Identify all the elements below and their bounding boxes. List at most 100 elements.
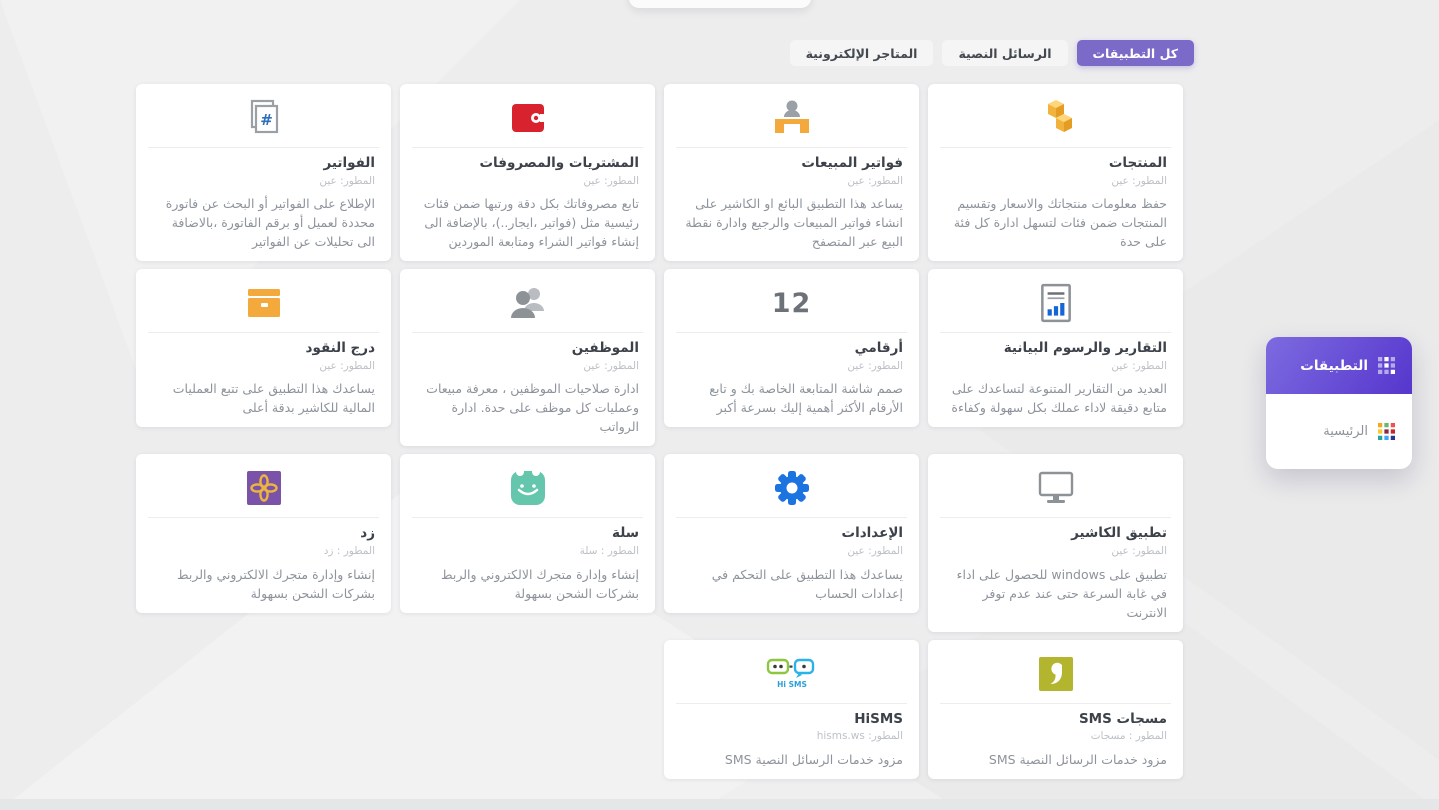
nav-item-home[interactable]: الرئيسية: [1266, 394, 1412, 469]
nav-applications-label: التطبيقات: [1300, 357, 1368, 374]
divider: [940, 332, 1171, 334]
app-description: إنشاء وإدارة متجرك الالكتروني والربط بشر…: [176, 566, 375, 601]
app-card-msegat-sms[interactable]: مسجات SMS المطور : مسجات مزود خدمات الرس…: [928, 639, 1183, 779]
app-description: إنشاء وإدارة متجرك الالكتروني والربط بشر…: [440, 566, 639, 601]
divider: [940, 147, 1171, 148]
app-description: يساعدك هذا التطبيق على التحكم في إعدادات…: [711, 566, 903, 601]
divider: [676, 332, 907, 334]
app-description: ادارة صلاحيات الموظفين ، معرفة مبيعات وع…: [426, 381, 639, 435]
app-card-sales-invoices[interactable]: فواتير المبيعات المطور: عين يساعد هذا ال…: [664, 84, 919, 262]
salla-icon: [400, 466, 655, 510]
divider: [940, 517, 1171, 519]
app-developer: المطور: عين: [1111, 544, 1167, 557]
divider: [676, 147, 907, 148]
divider: [412, 332, 643, 334]
app-title: تطبيق الكاشير: [1071, 525, 1167, 542]
app-developer: المطور: عين: [1111, 174, 1167, 187]
divider: [676, 702, 907, 704]
app-title: أرقامي: [854, 340, 903, 357]
app-card-settings[interactable]: الإعدادات المطور: عين يساعدك هذا التطبيق…: [664, 454, 919, 613]
msegat-icon: [928, 652, 1183, 696]
app-title: الموظفين: [571, 340, 639, 357]
svg-text:Hi SMS: Hi SMS: [777, 680, 807, 689]
floating-nav-panel: التطبيقات الرئيسية: [1266, 337, 1412, 469]
app-description: يساعدك هذا التطبيق على تتبع العمليات الم…: [172, 381, 375, 416]
divider: [676, 517, 907, 519]
gear-icon: [664, 466, 919, 510]
app-card-invoices[interactable]: # الفواتير المطور: عين الإطلاع على الفوا…: [136, 84, 391, 262]
app-title: فواتير المبيعات: [801, 155, 903, 171]
divider: [412, 517, 643, 519]
app-developer: المطور: hisms.ws: [816, 730, 903, 743]
app-developer: المطور: عين: [847, 174, 903, 187]
app-title: HiSMS: [854, 710, 903, 727]
app-card-hisms[interactable]: Hi SMS HiSMS المطور: hisms.ws مزود خدمات…: [664, 639, 919, 779]
app-card-cash-drawer[interactable]: درج النقود المطور: عين يساعدك هذا التطبي…: [136, 269, 391, 428]
app-description: مزود خدمات الرسائل النصية SMS: [988, 751, 1167, 767]
invoice-pages-icon: #: [136, 96, 391, 140]
app-title: مسجات SMS: [1078, 710, 1167, 727]
monitor-icon: [928, 466, 1183, 510]
app-developer: المطور : مسجات: [1090, 730, 1167, 743]
app-developer: المطور: عين: [319, 174, 375, 187]
wallet-icon: [400, 96, 655, 140]
app-description: حفظ معلومات منتجاتك والاسعار وتقسيم المن…: [953, 196, 1167, 250]
cashier-desk-icon: [664, 96, 919, 140]
app-title: المشتريات والمصروفات: [479, 155, 639, 171]
app-description: صمم شاشة المتابعة الخاصة بك و تابع الأرق…: [709, 381, 903, 416]
hisms-icon: Hi SMS: [664, 652, 919, 696]
tab-sms[interactable]: الرسائل النصية: [942, 40, 1068, 66]
app-title: الفواتير: [323, 155, 375, 171]
svg-text:#: #: [260, 111, 273, 129]
app-developer: المطور: عين: [319, 359, 375, 372]
app-developer: المطور: عين: [847, 544, 903, 557]
app-developer: المطور : زد: [323, 544, 375, 557]
app-card-zid[interactable]: زد المطور : زد إنشاء وإدارة متجرك الالكت…: [136, 454, 391, 613]
app-developer: المطور: عين: [583, 359, 639, 372]
divider: [148, 332, 379, 334]
nav-item-applications[interactable]: التطبيقات: [1266, 337, 1412, 394]
employees-icon: [400, 281, 655, 325]
app-description: تابع مصروفاتك بكل دقة ورتبها ضمن فئات رئ…: [423, 196, 639, 250]
divider: [148, 147, 379, 148]
app-title: المنتجات: [1108, 155, 1167, 171]
tab-all-apps[interactable]: كل التطبيقات: [1076, 40, 1194, 66]
app-title: الإعدادات: [841, 525, 903, 542]
home-colored-grid-icon: [1378, 423, 1395, 440]
app-description: الإطلاع على الفواتير أو البحث عن فاتورة …: [165, 196, 375, 250]
report-chart-icon: [928, 281, 1183, 325]
app-description: تطبيق على windows للحصول على اداء في غاب…: [956, 566, 1167, 620]
app-card-salla[interactable]: سلة المطور : سلة إنشاء وإدارة متجرك الال…: [400, 454, 655, 613]
app-title: درج النقود: [305, 340, 375, 357]
bottom-strip: [0, 799, 1439, 810]
app-card-employees[interactable]: الموظفين المطور: عين ادارة صلاحيات الموظ…: [400, 269, 655, 447]
app-developer: المطور: عين: [847, 359, 903, 372]
products-cubes-icon: [928, 96, 1183, 140]
category-tabs: كل التطبيقات الرسائل النصية المتاجر الإل…: [789, 40, 1194, 66]
app-card-products[interactable]: المنتجات المطور: عين حفظ معلومات منتجاتك…: [928, 84, 1183, 262]
app-title: سلة: [612, 525, 639, 542]
number-icon: 12: [771, 287, 812, 319]
app-developer: المطور: عين: [1111, 359, 1167, 372]
zid-icon: [136, 466, 391, 510]
app-card-purchases-expenses[interactable]: المشتريات والمصروفات المطور: عين تابع مص…: [400, 84, 655, 262]
app-card-cashier-app[interactable]: تطبيق الكاشير المطور: عين تطبيق على wind…: [928, 454, 1183, 632]
nav-home-label: الرئيسية: [1323, 424, 1368, 439]
app-developer: المطور : سلة: [579, 544, 639, 557]
app-description: يساعد هذا التطبيق البائع او الكاشير على …: [685, 196, 903, 250]
top-cutoff-panel: [629, 0, 811, 8]
divider: [412, 147, 643, 148]
app-description: مزود خدمات الرسائل النصية SMS: [724, 751, 903, 767]
app-title: التقارير والرسوم البيانية: [1003, 340, 1167, 357]
tab-online-stores[interactable]: المتاجر الإلكترونية: [789, 40, 934, 66]
divider: [148, 517, 379, 519]
app-card-reports-charts[interactable]: التقارير والرسوم البيانية المطور: عين ال…: [928, 269, 1183, 428]
cash-drawer-icon: [136, 281, 391, 325]
apps-grid: المنتجات المطور: عين حفظ معلومات منتجاتك…: [136, 84, 1183, 779]
apps-grid-icon: [1378, 357, 1395, 374]
app-developer: المطور: عين: [583, 174, 639, 187]
divider: [940, 702, 1171, 704]
app-description: العديد من التقارير المتنوعة لتساعدك على …: [951, 381, 1167, 416]
app-title: زد: [360, 525, 375, 542]
app-card-my-numbers[interactable]: 12 أرقامي المطور: عين صمم شاشة المتابعة …: [664, 269, 919, 428]
